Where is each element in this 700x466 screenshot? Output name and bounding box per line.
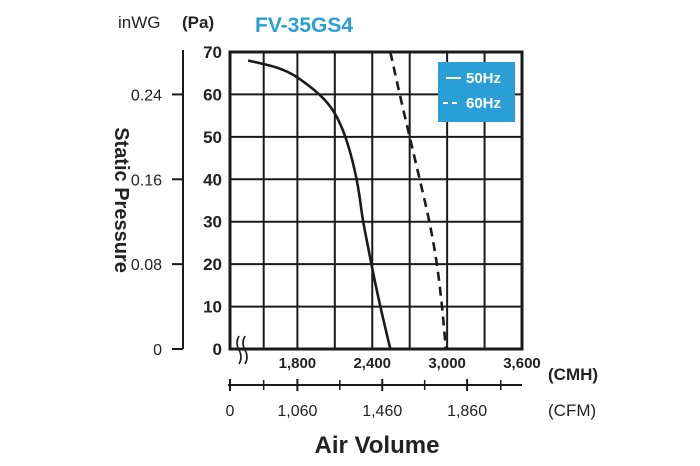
axis-break-icon <box>236 335 248 365</box>
x-tick-label-cfm: 0 <box>226 403 235 420</box>
y-tick-label-pa: 50 <box>203 128 222 147</box>
x-tick-label-cfm: 1,860 <box>447 403 487 420</box>
series-line-50hz <box>247 59 392 350</box>
y-tick-label-pa: 40 <box>203 170 222 189</box>
x-tick-label-cfm: 1,060 <box>277 403 317 420</box>
y-unit-primary: (Pa) <box>182 13 214 32</box>
x-tick-label-cfm: 1,460 <box>362 403 402 420</box>
x-primary-ticks: 1,800 2,400 3,000 3,600 <box>279 355 541 372</box>
series-line-60hz <box>389 51 448 350</box>
y-tick-label-pa: 10 <box>203 298 222 317</box>
plot-frame <box>228 50 524 351</box>
x-unit-secondary: (CFM) <box>548 401 596 420</box>
x-unit-primary: (CMH) <box>548 365 598 384</box>
y-primary-ticks: 0 10 20 30 40 50 60 70 <box>203 43 222 359</box>
legend-50hz-label: 50Hz <box>466 70 501 87</box>
y-tick-label-pa: 30 <box>203 213 222 232</box>
y-tick-label-inwg: 0.24 <box>131 87 162 104</box>
x-secondary-ticks: 0 1,060 1,460 1,860 <box>226 379 502 420</box>
legend-60hz-label: 60Hz <box>466 95 501 112</box>
legend-box <box>438 62 515 122</box>
chart-title: FV-35GS4 <box>255 14 353 37</box>
y-unit-secondary: inWG <box>118 13 161 32</box>
y-tick-label-inwg: 0 <box>153 342 162 359</box>
y-secondary-ticks: 0 0.08 0.16 0.24 <box>131 87 183 359</box>
x-tick-label-cmh: 2,400 <box>353 355 391 372</box>
x-tick-label-cmh: 3,000 <box>428 355 466 372</box>
series-layer <box>247 51 448 350</box>
y-tick-label-pa: 20 <box>203 255 222 274</box>
x-axis-label: Air Volume <box>315 432 440 459</box>
x-tick-label-cmh: 1,800 <box>279 355 317 372</box>
y-tick-label-pa: 60 <box>203 85 222 104</box>
y-tick-label-pa: 0 <box>213 340 222 359</box>
y-tick-label-inwg: 0.16 <box>131 172 162 189</box>
y-tick-label-pa: 70 <box>203 43 222 62</box>
x-tick-label-cmh: 3,600 <box>503 355 541 372</box>
legend: 50Hz 60Hz <box>438 62 515 122</box>
y-tick-label-inwg: 0.08 <box>131 257 162 274</box>
y-axis-label: Static Pressure <box>110 127 132 273</box>
